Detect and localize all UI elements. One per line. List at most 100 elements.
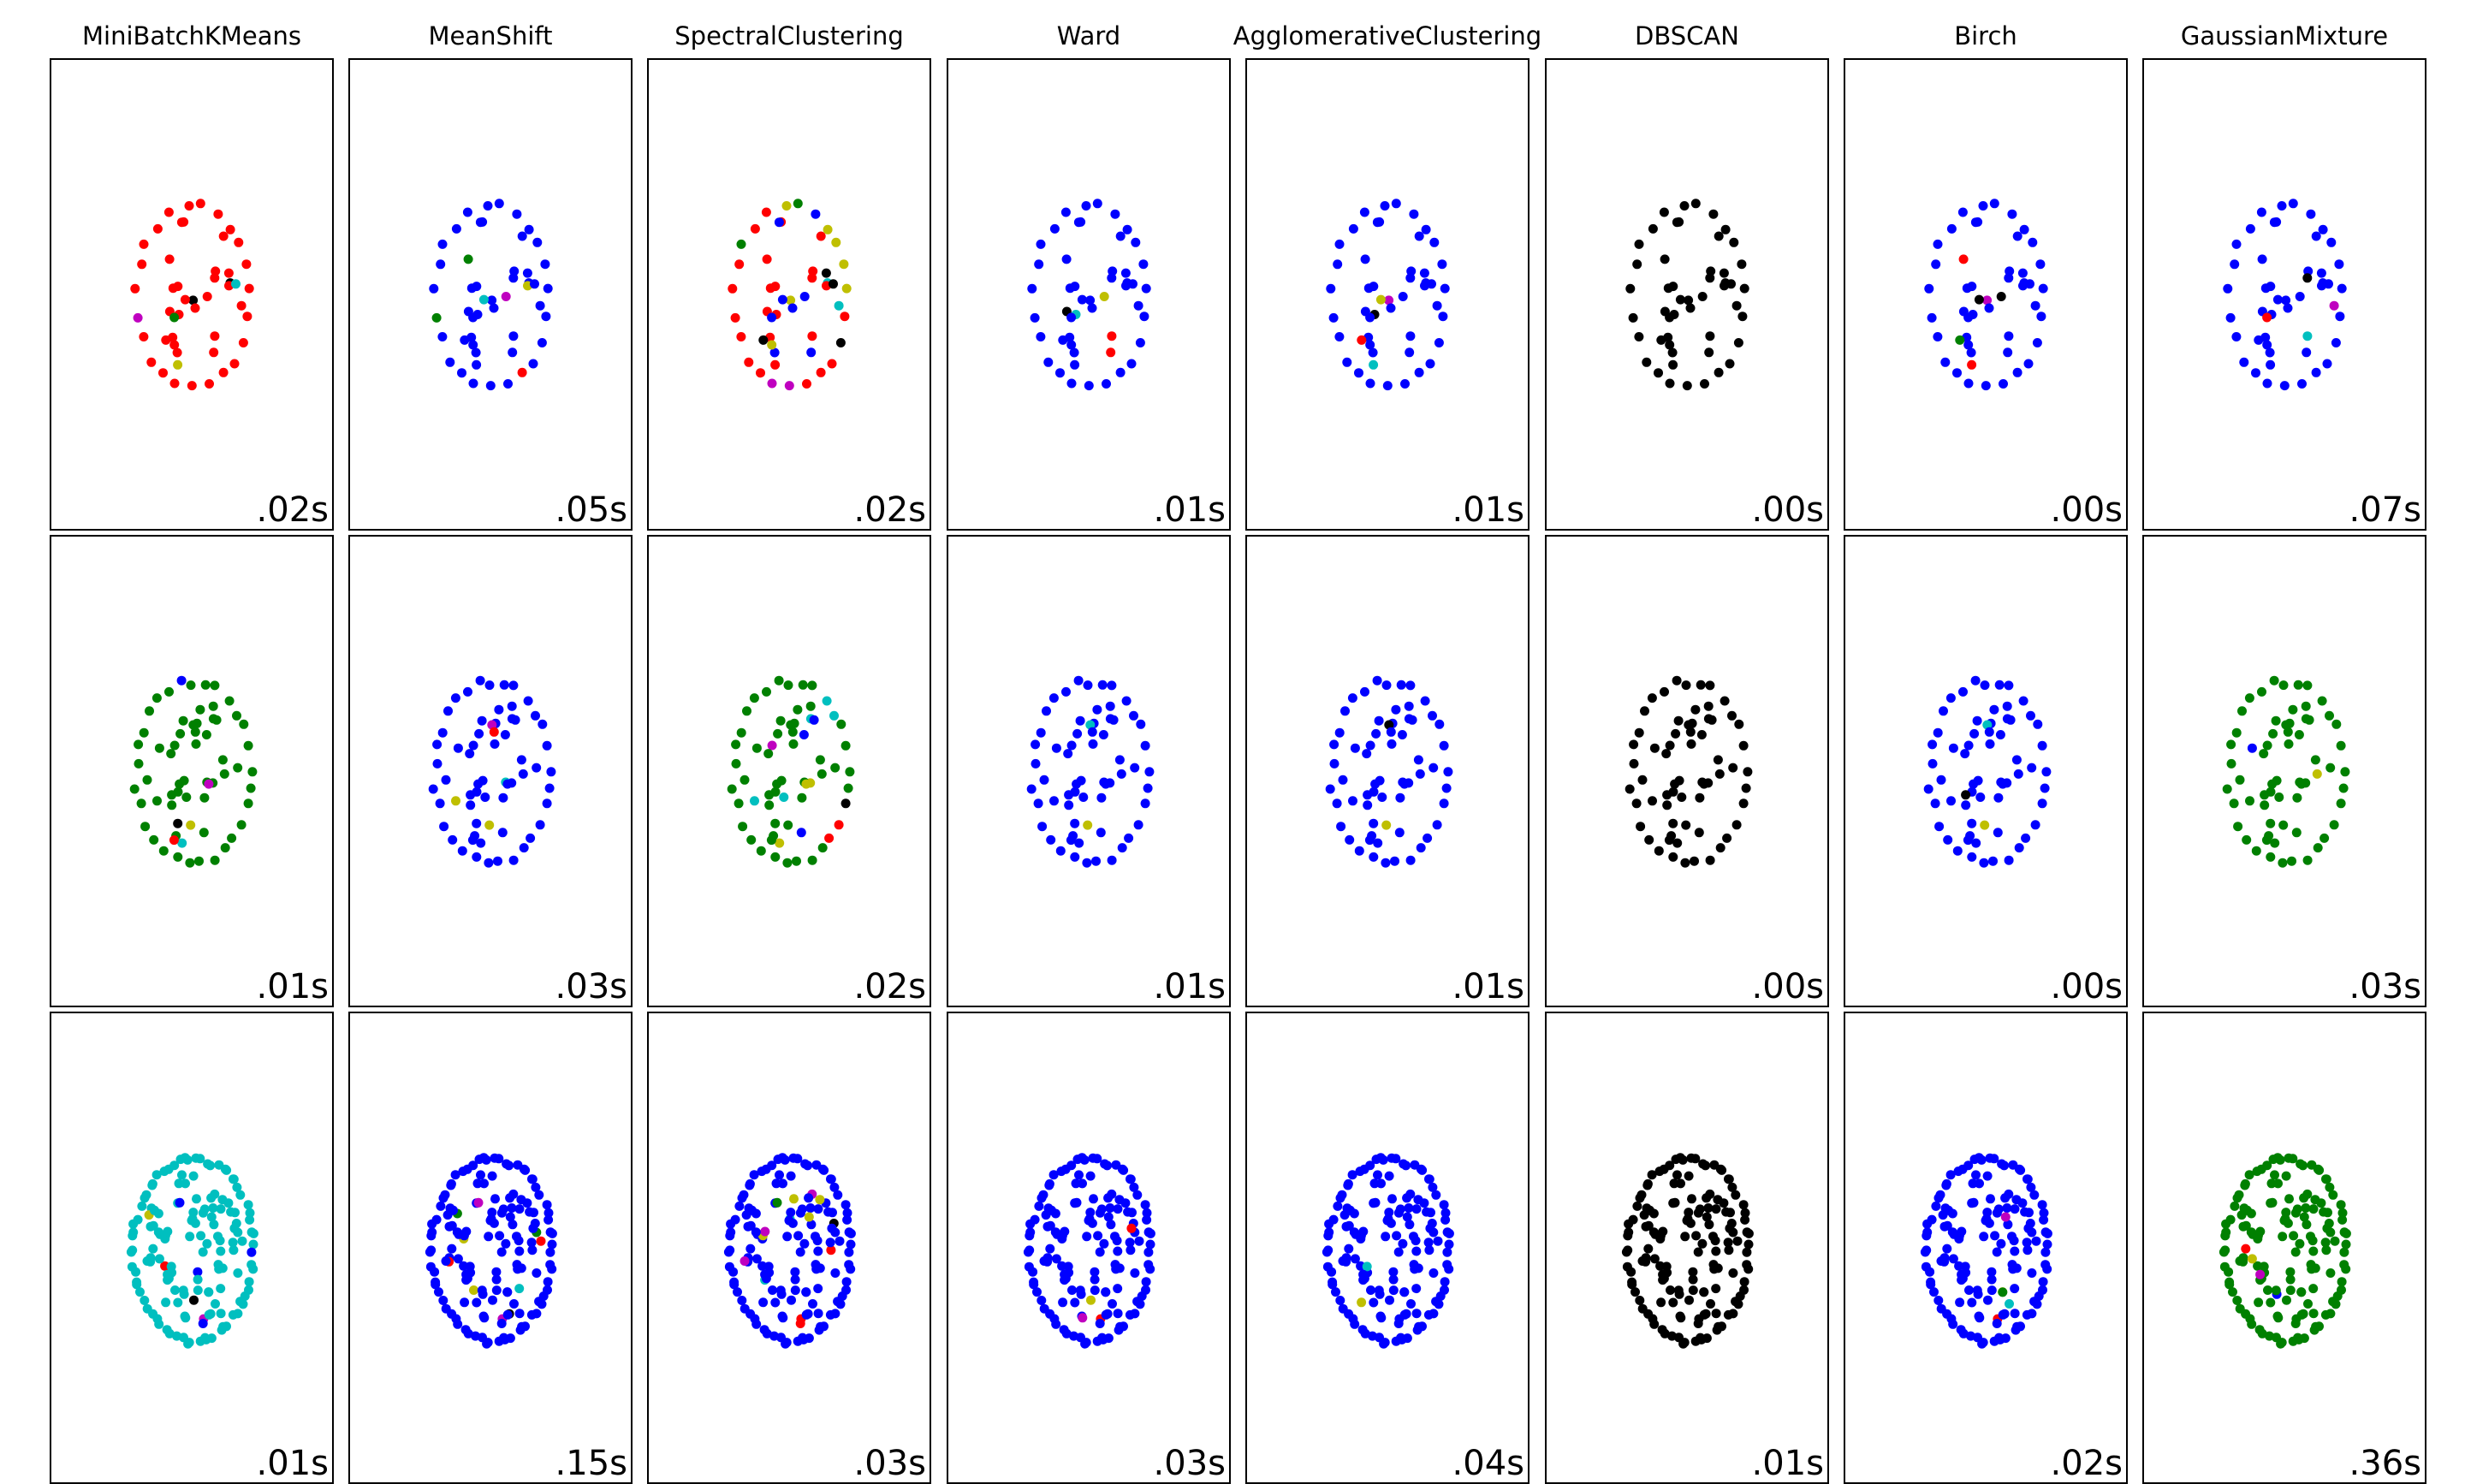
- data-point: [1742, 1260, 1752, 1270]
- data-point: [2302, 331, 2313, 341]
- data-point: [490, 739, 500, 749]
- data-point: [1130, 1268, 1140, 1278]
- data-point: [136, 798, 146, 809]
- data-point: [1411, 1284, 1422, 1294]
- data-point: [1957, 1226, 1967, 1237]
- data-point: [2337, 283, 2347, 294]
- data-point: [1429, 763, 1439, 773]
- data-point: [1362, 1261, 1372, 1272]
- data-point: [764, 790, 775, 800]
- data-point: [2223, 283, 2233, 294]
- data-point: [1130, 763, 1140, 773]
- data-point: [1672, 675, 1682, 686]
- data-point: [2027, 1268, 2037, 1278]
- data-point: [1702, 1212, 1712, 1222]
- data-point: [1066, 340, 1077, 350]
- data-point: [469, 1285, 478, 1295]
- data-point: [1649, 1319, 1660, 1329]
- data-point: [770, 1297, 781, 1308]
- data-point: [216, 1204, 226, 1214]
- data-point: [731, 758, 741, 769]
- data-point: [2335, 312, 2345, 322]
- data-point: [815, 755, 825, 765]
- data-point: [210, 855, 220, 865]
- data-point: [757, 1166, 767, 1177]
- data-point: [2225, 312, 2236, 323]
- data-point: [806, 1220, 817, 1230]
- data-point: [1126, 1245, 1136, 1255]
- data-point: [1085, 295, 1096, 306]
- data-point: [2224, 1267, 2234, 1277]
- data-point: [1711, 1246, 1721, 1256]
- data-point: [497, 828, 508, 838]
- data-point: [1429, 1268, 1439, 1278]
- data-point: [840, 312, 850, 322]
- data-point: [1972, 1285, 1982, 1296]
- data-point: [831, 237, 841, 247]
- data-point: [2026, 1182, 2036, 1192]
- data-point: [2040, 1247, 2051, 1257]
- data-point: [163, 1226, 173, 1237]
- data-point: [2337, 1208, 2348, 1218]
- data-point: [1934, 822, 1945, 832]
- data-point: [450, 1170, 460, 1180]
- data-point: [2272, 294, 2283, 305]
- scatter-panel: .07s: [2142, 58, 2426, 531]
- data-point: [788, 739, 799, 749]
- data-point: [467, 835, 478, 846]
- data-point: [2259, 1261, 2269, 1272]
- data-point: [538, 719, 548, 729]
- data-point: [1739, 1285, 1749, 1295]
- data-point: [1066, 312, 1077, 323]
- data-point: [1350, 743, 1360, 753]
- data-point: [1693, 1208, 1703, 1218]
- data-point: [187, 381, 197, 391]
- data-point: [1971, 1170, 1981, 1180]
- scatter-plot: [1625, 199, 1749, 391]
- data-point: [1992, 1319, 2002, 1328]
- data-point: [1124, 833, 1134, 843]
- data-point: [508, 680, 519, 691]
- data-point: [2029, 1190, 2040, 1200]
- data-point: [483, 1338, 493, 1348]
- data-point: [1672, 1170, 1682, 1180]
- data-point: [1393, 1208, 1404, 1218]
- data-point: [795, 1319, 805, 1328]
- data-point: [2281, 295, 2291, 306]
- data-point: [2025, 279, 2034, 289]
- data-point: [1369, 282, 1379, 292]
- data-point: [439, 822, 449, 832]
- data-point: [487, 1208, 497, 1218]
- data-point: [1396, 680, 1406, 690]
- scatter-panel: .02s: [50, 58, 334, 531]
- data-point: [474, 728, 484, 739]
- data-point: [2241, 1244, 2251, 1254]
- data-point: [1399, 779, 1410, 789]
- data-point: [1704, 1220, 1714, 1230]
- data-point: [495, 1231, 505, 1241]
- data-point: [453, 1319, 463, 1329]
- data-point: [2296, 1309, 2307, 1320]
- data-point: [1069, 347, 1079, 358]
- data-point: [1731, 1190, 1741, 1200]
- data-point: [2230, 1201, 2240, 1211]
- timing-label: .01s: [256, 1444, 329, 1483]
- scatter-panel: .01s: [1545, 1012, 1829, 1484]
- data-point: [1654, 1166, 1665, 1177]
- data-point: [1994, 680, 2005, 690]
- data-point: [534, 1190, 544, 1200]
- data-point: [164, 254, 175, 264]
- data-point: [198, 1247, 208, 1257]
- data-point: [154, 1319, 164, 1329]
- scatter-plot: [728, 199, 852, 391]
- data-point: [1409, 209, 1419, 219]
- data-point: [1105, 701, 1115, 711]
- data-point: [205, 379, 214, 389]
- data-point: [441, 775, 451, 785]
- data-point: [227, 833, 237, 843]
- data-point: [2247, 1254, 2257, 1264]
- data-point: [2023, 1223, 2034, 1233]
- data-point: [1409, 1232, 1418, 1242]
- data-point: [468, 740, 478, 751]
